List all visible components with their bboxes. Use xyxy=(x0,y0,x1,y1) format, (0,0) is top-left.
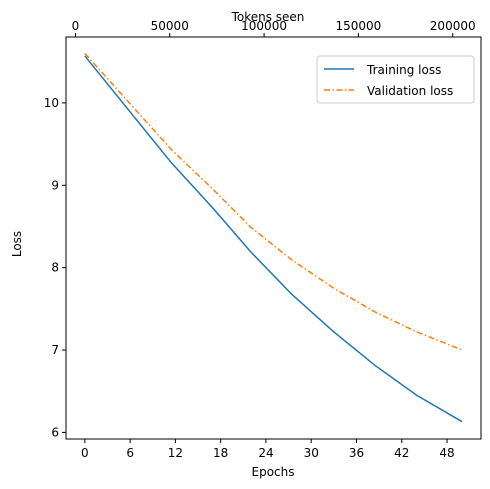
legend-label-training: Training loss xyxy=(366,63,441,77)
legend: Training loss Validation loss xyxy=(316,55,475,104)
series-group xyxy=(84,52,463,423)
x2-axis-ticks: 0 50000 100000 150000 200000 xyxy=(72,19,476,37)
x-tick-label: 0 xyxy=(81,446,89,460)
series-line-training xyxy=(84,55,463,423)
x2-tick-label: 0 xyxy=(72,19,80,33)
x-axis-ticks: 0 6 12 18 24 30 36 42 48 xyxy=(81,439,455,460)
y-tick-label: 10 xyxy=(44,96,59,110)
x-tick-label: 36 xyxy=(349,446,364,460)
y-tick-label: 8 xyxy=(51,261,59,275)
x-axis-title: Epochs xyxy=(252,465,295,479)
y-tick-label: 7 xyxy=(51,343,59,357)
x-tick-label: 24 xyxy=(258,446,273,460)
y-axis-title: Loss xyxy=(10,231,24,257)
y-tick-label: 6 xyxy=(51,425,59,439)
y-axis-ticks: 6 7 8 9 10 xyxy=(44,96,66,439)
y-tick-label: 9 xyxy=(51,178,59,192)
x2-tick-label: 100000 xyxy=(241,19,287,33)
x2-tick-label: 150000 xyxy=(335,19,381,33)
x-tick-label: 30 xyxy=(304,446,319,460)
plot-frame xyxy=(65,36,482,440)
x2-tick-label: 50000 xyxy=(151,19,189,33)
x-tick-label: 42 xyxy=(394,446,409,460)
x2-tick-label: 200000 xyxy=(430,19,476,33)
x2-axis-title: Tokens seen xyxy=(231,10,305,24)
x-tick-label: 6 xyxy=(126,446,134,460)
x-tick-label: 48 xyxy=(439,446,454,460)
legend-label-validation: Validation loss xyxy=(367,84,453,98)
series-line-validation xyxy=(84,52,463,351)
legend-box xyxy=(316,55,475,104)
x-tick-label: 12 xyxy=(168,446,183,460)
x-tick-label: 18 xyxy=(213,446,228,460)
